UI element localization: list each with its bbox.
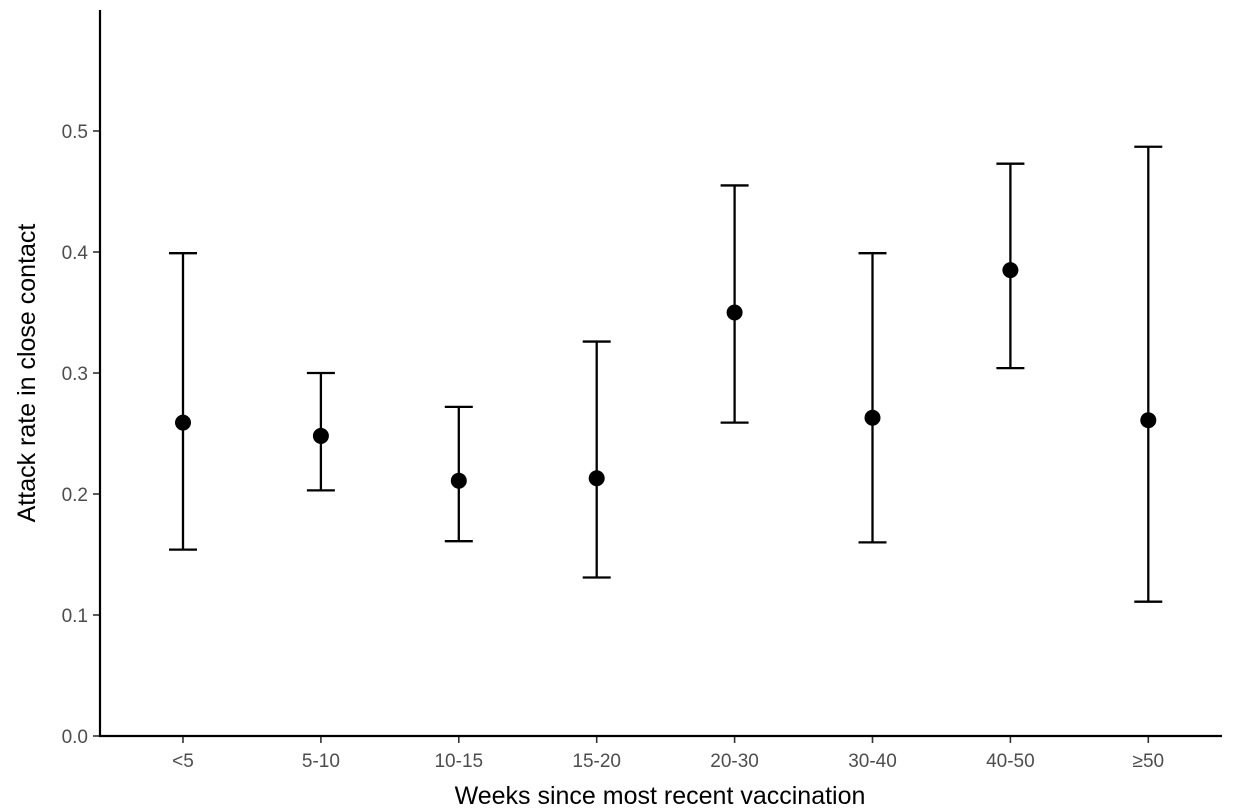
x-tick-label: 20-30 <box>710 751 759 772</box>
x-tick-label: 30-40 <box>848 751 897 772</box>
data-point-group <box>169 252 197 551</box>
x-tick-label: 5-10 <box>302 751 340 772</box>
data-point <box>312 427 329 444</box>
data-point <box>588 470 605 487</box>
x-tick-label: 10-15 <box>434 751 483 772</box>
plot-marks <box>169 145 1163 603</box>
y-tick-label: 0.0 <box>62 727 88 748</box>
data-point-group <box>582 340 611 579</box>
y-tick-label: 0.4 <box>62 243 89 264</box>
x-tick-label: ≥50 <box>1133 751 1165 772</box>
y-tick-label: 0.2 <box>62 485 88 506</box>
y-tick-label: 0.5 <box>62 122 88 143</box>
x-tick-label: 40-50 <box>986 751 1035 772</box>
data-point <box>1002 262 1019 279</box>
data-point <box>450 472 467 489</box>
x-axis-ticks: <5 5-10 10-15 15-20 20-30 30-40 40-50 ≥50 <box>172 736 1164 772</box>
y-axis-title: Attack rate in close contact <box>13 224 41 523</box>
y-tick-label: 0.1 <box>62 606 88 627</box>
data-point <box>864 409 881 426</box>
x-tick-label: <5 <box>172 751 194 772</box>
data-point <box>175 414 191 431</box>
y-tick-label: 0.3 <box>62 364 88 385</box>
x-tick-label: 15-20 <box>572 751 621 772</box>
x-axis-title: Weeks since most recent vaccination <box>455 782 866 810</box>
data-point <box>1140 412 1157 429</box>
data-point-group <box>858 252 887 544</box>
data-point <box>726 304 743 321</box>
y-axis-ticks: 0.0 0.1 0.2 0.3 0.4 0.5 <box>62 122 100 748</box>
data-point-group <box>720 184 749 424</box>
data-point-group <box>306 371 335 492</box>
data-point-group <box>444 405 473 543</box>
data-point-group <box>996 162 1025 370</box>
data-point-group <box>1134 145 1163 603</box>
